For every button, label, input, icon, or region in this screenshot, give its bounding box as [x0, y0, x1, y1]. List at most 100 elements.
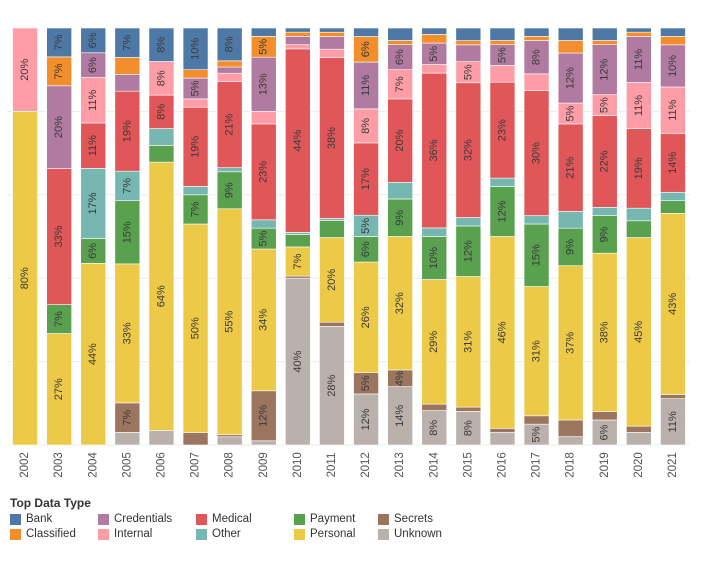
segment-label: 32% — [394, 292, 406, 314]
bar-segment-payment-2006 — [148, 145, 175, 163]
bar-segment-personal-2006 — [148, 161, 175, 431]
bar-segment-bank-2015 — [455, 27, 482, 41]
segment-label: 20% — [19, 58, 31, 80]
legend-swatch — [98, 528, 109, 540]
bar-segment-other-2009 — [250, 219, 277, 229]
bar-segment-bank-2020 — [626, 27, 652, 33]
x-axis-tick-labels: 2002 2003 2004 2005 2006 2007 2008 2009 2010 2011… — [19, 452, 679, 478]
bar-segment-unknown-2010 — [285, 277, 311, 446]
legend-label: Personal — [310, 528, 356, 540]
segment-label: 11% — [87, 89, 99, 110]
bar-segment-bank-2018 — [557, 27, 584, 41]
bar-segment-classified-2012 — [353, 36, 379, 63]
bar-segment-bank-2006 — [148, 27, 175, 62]
bar-segment-medical-2018 — [557, 123, 584, 212]
segment-label: 33% — [53, 225, 65, 247]
x-tick-label: 2008 — [224, 452, 236, 478]
bar-segment-credentials-2008 — [216, 66, 243, 74]
bar-segment-internal-2010 — [285, 44, 311, 50]
bar-segment-personal-2007 — [182, 223, 209, 433]
bar-segment-payment-2016 — [489, 186, 516, 237]
bar-segment-medical-2010 — [285, 48, 311, 233]
bar-segment-bank-2013 — [387, 27, 413, 41]
bar-segment-unknown-2013 — [387, 386, 413, 446]
bar-segment-other-2014 — [421, 227, 448, 237]
segment-label: 36% — [428, 139, 440, 161]
legend-title: Top Data Type — [10, 496, 91, 510]
bar-segment-classified-2015 — [455, 40, 482, 46]
bar-segment-internal-2007 — [182, 98, 209, 108]
segment-label: 37% — [565, 332, 577, 354]
bar-segment-bank-2019 — [591, 27, 618, 41]
bar-segment-classified-2019 — [591, 40, 618, 45]
bar-segment-secrets-2008 — [216, 434, 243, 438]
bar-segment-unknown-2008 — [216, 436, 243, 446]
segment-label: 45% — [633, 321, 645, 343]
legend-item-internal[interactable]: Internal — [98, 528, 196, 540]
segment-label: 7% — [121, 178, 133, 194]
bar-segment-other-2021 — [660, 191, 686, 201]
segment-label: 5% — [496, 47, 508, 63]
bar-segment-unknown-2012 — [353, 393, 379, 446]
segment-label: 31% — [531, 340, 543, 362]
legend-item-payment[interactable]: Payment — [294, 513, 378, 525]
segment-label: 5% — [258, 39, 270, 55]
segment-label: 7% — [394, 76, 406, 92]
bar-segment-classified-2018 — [557, 40, 584, 54]
segment-label: 29% — [428, 331, 440, 353]
segment-label: 43% — [667, 293, 679, 315]
bar-segment-bank-2017 — [523, 27, 550, 37]
bar-segment-other-2019 — [591, 207, 618, 216]
segment-label: 8% — [224, 36, 236, 52]
legend-item-personal[interactable]: Personal — [294, 528, 378, 540]
bar-segment-payment-2014 — [421, 236, 448, 280]
bar-segment-internal-2014 — [421, 64, 448, 74]
bar-segment-payment-2005 — [114, 200, 141, 265]
bar-segment-medical-2011 — [319, 57, 345, 219]
segment-label: 20% — [326, 269, 338, 291]
legend-item-other[interactable]: Other — [196, 528, 294, 540]
bar-segment-personal-2012 — [353, 261, 379, 373]
bar-segment-secrets-2010 — [285, 275, 311, 279]
bar-segment-unknown-2016 — [489, 432, 516, 446]
x-tick-label: 2019 — [599, 452, 611, 478]
legend-item-classified[interactable]: Classified — [10, 528, 98, 540]
bar-segment-payment-2011 — [319, 220, 345, 238]
legend-item-secrets[interactable]: Secrets — [378, 513, 458, 525]
bar-segment-payment-2007 — [182, 194, 209, 225]
bar-segment-bank-2010 — [285, 27, 311, 33]
segment-label: 9% — [599, 226, 611, 242]
bar-segment-medical-2021 — [660, 133, 686, 193]
segment-label: 6% — [360, 41, 372, 57]
legend-item-credentials[interactable]: Credentials — [98, 513, 196, 525]
x-tick-label: 2017 — [531, 452, 543, 478]
segment-label: 7% — [121, 409, 133, 425]
segment-label: 31% — [462, 331, 474, 353]
bar-segment-personal-2008 — [216, 208, 243, 436]
segment-label: 8% — [360, 118, 372, 134]
segment-label: 7% — [190, 201, 202, 217]
segment-label: 19% — [190, 136, 202, 158]
bar-segment-medical-2014 — [421, 72, 448, 229]
segment-label: 8% — [462, 420, 474, 436]
bar-segment-medical-2007 — [182, 106, 209, 187]
bar-segment-other-2010 — [285, 232, 311, 235]
legend-item-unknown[interactable]: Unknown — [378, 528, 458, 540]
legend-item-bank[interactable]: Bank — [10, 513, 98, 525]
segment-label: 11% — [633, 49, 645, 70]
legend-swatch — [10, 528, 21, 540]
segment-label: 21% — [224, 113, 236, 135]
bar-segment-other-2016 — [489, 177, 516, 187]
segment-label: 14% — [667, 152, 679, 174]
legend-item-medical[interactable]: Medical — [196, 513, 294, 525]
segment-label: 26% — [360, 306, 372, 328]
bar-segment-bank-2011 — [319, 27, 345, 33]
bar-segment-unknown-2011 — [319, 326, 345, 446]
segment-label: 32% — [462, 139, 474, 161]
segment-label: 6% — [599, 424, 611, 440]
segment-label: 10% — [667, 55, 679, 77]
bar-segment-bank-2014 — [421, 27, 448, 35]
segment-label: 17% — [87, 192, 99, 214]
bar-segment-internal-2012 — [353, 108, 379, 144]
bar-segment-personal-2015 — [455, 276, 482, 408]
